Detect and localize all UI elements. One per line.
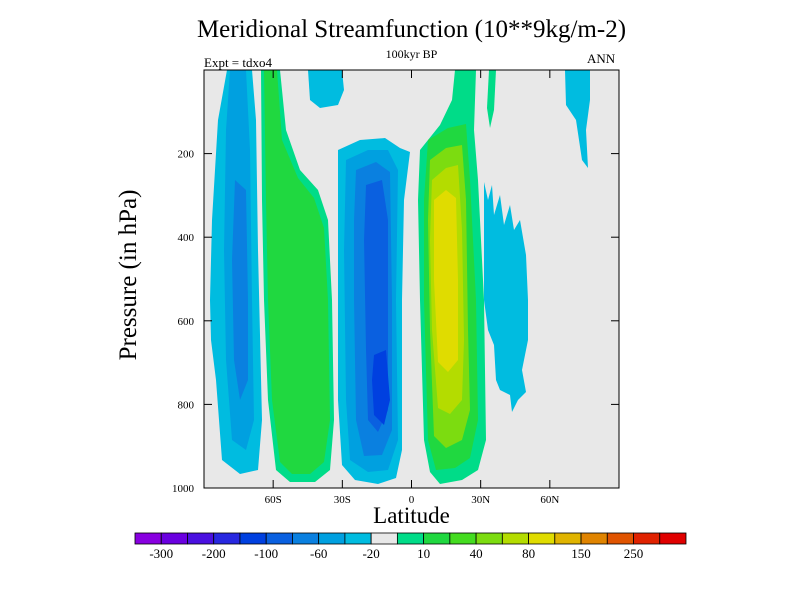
contour-n-hadley-pos-5 (434, 190, 458, 372)
colorbar-label: -60 (310, 546, 327, 561)
colorbar-label: -20 (362, 546, 379, 561)
colorbar-swatch (187, 532, 215, 545)
contour-s-highlat-neg-3 (232, 180, 248, 400)
colorbar-swatch (501, 532, 529, 545)
contour-s-midlat-pos-2 (264, 70, 330, 474)
colorbar-label: 80 (522, 546, 535, 561)
colorbar-label: 40 (470, 546, 483, 561)
contour-s-upper-neg (308, 70, 344, 108)
colorbar-swatch (554, 532, 582, 545)
y-tick-label: 1000 (172, 483, 195, 495)
colorbar: -300 -200 -100 -60 -20 10 40 80 150 250 (134, 532, 687, 561)
contour-n-upper-pos (487, 70, 496, 128)
contour-fills (210, 70, 590, 484)
colorbar-label: -300 (149, 546, 173, 561)
colorbar-swatch (396, 532, 425, 545)
colorbar-swatch (580, 532, 608, 545)
x-tick-label: 60N (540, 494, 559, 506)
colorbar-swatch (528, 532, 556, 545)
x-tick-label: 0 (409, 494, 415, 506)
x-axis-label: Latitude (373, 503, 450, 528)
colorbar-swatch (344, 532, 372, 545)
colorbar-label: -100 (254, 546, 278, 561)
colorbar-swatch (449, 532, 477, 545)
y-tick-label: 200 (178, 149, 195, 161)
x-tick-label: 60S (265, 494, 282, 506)
colorbar-swatch (370, 532, 398, 545)
colorbar-swatch (475, 532, 503, 545)
colorbar-swatch (160, 532, 188, 545)
colorbar-label: -200 (202, 546, 226, 561)
chart-subtitle: 100kyr BP (385, 47, 438, 61)
colorbar-swatch (606, 532, 634, 545)
colorbar-label: 10 (417, 546, 430, 561)
experiment-label: Expt = tdxo4 (204, 55, 272, 70)
colorbar-swatch (633, 532, 661, 545)
colorbar-swatch (265, 532, 293, 545)
colorbar-swatch (318, 532, 346, 545)
colorbar-swatch (213, 532, 241, 545)
y-tick-label: 600 (178, 316, 195, 328)
colorbar-swatch (292, 532, 320, 545)
y-tick-label: 400 (178, 232, 195, 244)
y-tick-label: 800 (178, 399, 195, 411)
x-tick-label: 30N (471, 494, 490, 506)
chart-title: Meridional Streamfunction (10**9kg/m-2) (196, 16, 627, 43)
season-label: ANN (587, 51, 616, 66)
colorbar-swatch (423, 532, 451, 545)
colorbar-swatch (134, 532, 162, 545)
contour-n-midlat-neg (484, 182, 528, 412)
x-tick-label: 30S (334, 494, 351, 506)
colorbar-label: 150 (571, 546, 591, 561)
colorbar-label: 250 (624, 546, 644, 561)
contour-n-highlat-neg (565, 70, 590, 168)
axes: 60S 30S 0 30N 60N 200 400 600 800 1000 (172, 70, 619, 506)
colorbar-swatch (659, 532, 687, 545)
colorbar-swatch (239, 532, 267, 545)
contour-s-hadley-neg-5 (372, 350, 390, 425)
